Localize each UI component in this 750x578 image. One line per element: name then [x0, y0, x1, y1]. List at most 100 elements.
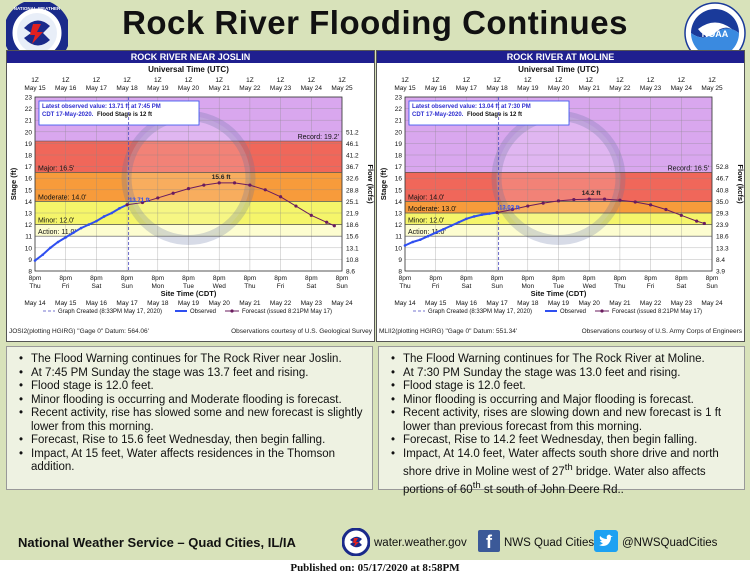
legend-created-label: Graph Created (8:33PM May 17, 2020) [428, 309, 532, 315]
top-tick-label: 1Z [338, 77, 346, 84]
y-tick-label: 21 [25, 118, 33, 125]
bottom-tick-date: May 16 [86, 300, 108, 307]
y-tick-label: 10 [25, 245, 33, 252]
datum-note: JOSI2(plotting HGIRG) "Gage 0" Datum: 56… [9, 328, 149, 335]
bullet: At 7:30 PM Sunday the stage was 13.0 fee… [391, 367, 740, 381]
bottom-tick-time: 8pm [274, 275, 287, 282]
footer-bar: National Weather Service – Quad Cities, … [0, 522, 750, 560]
flow-tick-label: 8.6 [346, 269, 355, 276]
legend-forecast-dot [230, 309, 234, 313]
office-name: National Weather Service – Quad Cities, … [18, 535, 296, 550]
observed-point [442, 227, 445, 231]
bottom-tick-time: 8pm [244, 275, 257, 282]
top-tick-date: May 16 [55, 85, 77, 92]
y-tick-label: 9 [28, 257, 32, 264]
plot-frame [34, 96, 343, 272]
legend-observed-label: Observed [560, 309, 586, 315]
forecast-point [695, 219, 699, 223]
legend-created-label: Graph Created (8:33PM May 17, 2020) [58, 309, 162, 315]
impact-text-b: bridge. Water also affects portions of 6… [403, 465, 706, 497]
bottom-tick-day: Sun [336, 283, 348, 290]
bottom-tick-day: Sun [121, 283, 133, 290]
observed-value-label: 13.71 ft [129, 198, 150, 204]
bottom-tick-date: May 14 [394, 300, 416, 307]
flow-tick-label: 41.2 [346, 153, 359, 160]
y-tick-label: 18 [25, 153, 33, 160]
bottom-tick-time: 8pm [706, 275, 719, 282]
flow-tick-label: 35.0 [716, 199, 729, 206]
bottom-tick-date: May 19 [178, 300, 200, 307]
major-label: Major: 16.5' [38, 165, 74, 172]
bullet: Recent activity, rises are slowing down … [391, 407, 740, 434]
top-tick-label: 1Z [524, 77, 532, 84]
top-tick-date: May 19 [147, 85, 169, 92]
top-tick-label: 1Z [215, 77, 223, 84]
bullet: Forecast, Rise to 15.6 feet Wednesday, t… [19, 434, 368, 448]
flow-tick-label: 25.1 [346, 199, 359, 206]
observed-point [118, 207, 121, 210]
observed-point [472, 215, 476, 218]
twitter-link[interactable]: @NWSQuadCities [622, 537, 718, 549]
top-tick-label: 1Z [432, 77, 440, 84]
top-tick-date: May 18 [116, 85, 138, 92]
forecast-point [171, 191, 175, 195]
observed-point [41, 253, 44, 257]
legend-observed-label: Observed [190, 309, 216, 315]
y-tick-label: 16 [395, 176, 403, 183]
top-tick-date: May 24 [301, 85, 323, 92]
website-link[interactable]: water.weather.gov [374, 537, 467, 549]
forecast-point [325, 220, 329, 224]
observed-point [87, 223, 91, 226]
moderate-label: Moderate: 13.0' [408, 206, 456, 213]
y-tick-label: 18 [395, 153, 403, 160]
bottom-tick-day: Sat [92, 283, 102, 290]
twitter-icon[interactable] [594, 530, 618, 552]
bottom-tick-date: May 17 [116, 300, 138, 307]
bottom-tick-day: Mon [151, 283, 164, 290]
forecast-point [202, 183, 206, 187]
flow-tick-label: 3.9 [716, 269, 725, 276]
forecast-point [572, 198, 576, 202]
forecast-point [248, 183, 252, 187]
top-tick-date: May 17 [456, 85, 478, 92]
bottom-tick-time: 8pm [336, 275, 349, 282]
bottom-tick-time: 8pm [59, 275, 72, 282]
flood-stage-note: Flood Stage is 12 ft [467, 112, 522, 118]
action-label: Action: 11.0' [408, 229, 446, 236]
top-tick-label: 1Z [31, 77, 39, 84]
facebook-icon[interactable]: f [478, 530, 500, 552]
bottom-tick-time: 8pm [460, 275, 473, 282]
flow-tick-label: 32.6 [346, 176, 359, 183]
forecast-point [495, 210, 499, 215]
bottom-tick-day: Sun [706, 283, 718, 290]
flow-tick-label: 36.7 [346, 164, 359, 171]
forecast-point [633, 200, 637, 204]
bullet: Flood stage is 12.0 feet. [391, 380, 740, 394]
y-tick-label: 17 [25, 164, 33, 171]
bottom-tick-date: May 14 [24, 300, 46, 307]
top-axis-title: Universal Time (UTC) [148, 65, 229, 74]
top-tick-label: 1Z [123, 77, 131, 84]
bottom-tick-day: Thu [244, 283, 256, 290]
y-tick-label: 19 [395, 141, 403, 148]
bullet: The Flood Warning continues for The Rock… [19, 353, 368, 367]
bottom-tick-time: 8pm [121, 275, 134, 282]
bottom-tick-date: May 21 [239, 300, 261, 307]
bottom-tick-date: May 23 [671, 300, 693, 307]
panel-footer: JOSI2(plotting HGIRG) "Gage 0" Datum: 56… [7, 323, 374, 340]
forecast-point [232, 181, 237, 185]
observed-point [403, 244, 407, 247]
forecast-point [587, 197, 591, 201]
bullet: At 7:45 PM Sunday the stage was 13.7 fee… [19, 367, 368, 381]
minor-label: Minor: 12.0' [38, 218, 74, 225]
top-tick-date: May 24 [671, 85, 693, 92]
minor-label: Minor: 12.0' [408, 218, 444, 225]
flow-tick-label: 46.7 [716, 176, 729, 183]
facebook-link[interactable]: NWS Quad Cities [504, 537, 595, 549]
top-tick-date: May 23 [640, 85, 662, 92]
flow-tick-label: 21.9 [346, 211, 359, 218]
bottom-tick-time: 8pm [614, 275, 627, 282]
peak-value-label: 15.6 ft [212, 174, 232, 181]
